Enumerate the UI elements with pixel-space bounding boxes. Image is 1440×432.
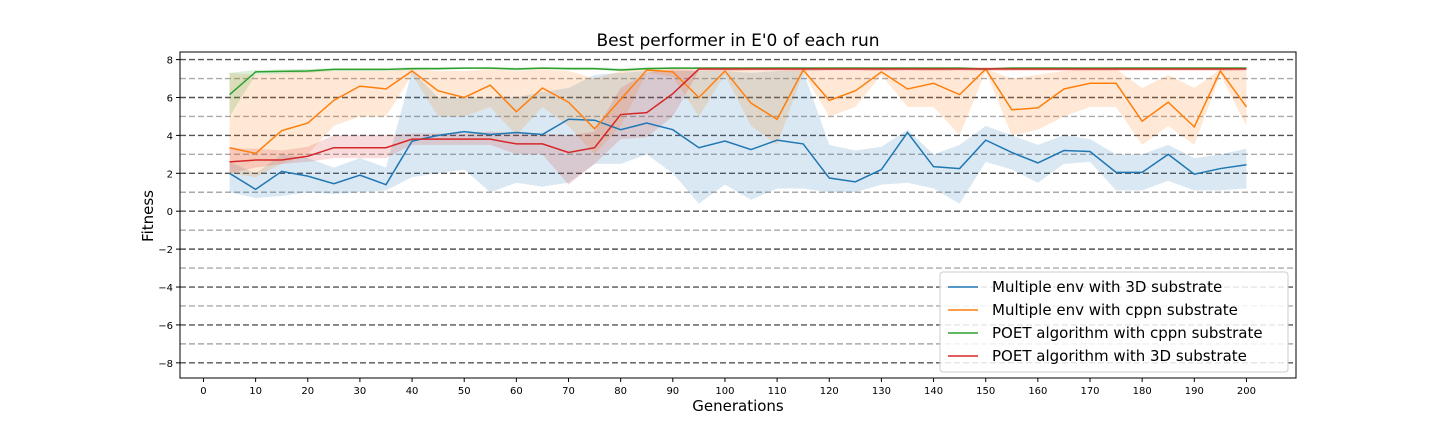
y-tick-label: −6 [158,321,173,332]
grid [180,58,1296,364]
x-tick-label: 50 [458,386,471,397]
x-tick-label: 0 [200,386,206,397]
x-tick-label: 130 [872,386,891,397]
x-axis: 0 10 20 30 40 50 60 70 80 90 100 110 120 130 140 150 160… [200,378,1256,397]
legend-label-4: POET algorithm with 3D substrate [992,347,1247,365]
legend-box [939,271,1289,373]
band-series-1 [229,70,1247,204]
x-tick-label: 20 [301,386,314,397]
x-tick-label: 40 [406,386,419,397]
x-tick-label: 80 [614,386,627,397]
x-axis-label: Generations [692,397,784,415]
x-tick-label: 60 [510,386,523,397]
legend: Multiple env with 3D substrate Multiple e… [939,271,1289,373]
y-axis: −8 −6 −4 −2 0 2 4 6 8 [158,56,180,370]
y-tick-label: −8 [158,359,173,370]
y-tick-label: −4 [158,283,173,294]
y-tick-label: 0 [167,207,173,218]
x-tick-label: 100 [715,386,734,397]
x-tick-label: 70 [562,386,575,397]
x-tick-label: 10 [249,386,262,397]
x-tick-label: 120 [820,386,839,397]
y-axis-label: Fitness [139,190,157,242]
legend-label-2: Multiple env with cppn substrate [992,301,1238,319]
x-tick-label: 30 [354,386,367,397]
x-tick-label: 190 [1185,386,1204,397]
x-tick-label: 180 [1133,386,1152,397]
y-tick-label: 6 [167,93,173,104]
x-tick-label: 150 [976,386,995,397]
legend-label-1: Multiple env with 3D substrate [992,278,1222,296]
band-series-2 [229,69,1247,178]
x-tick-label: 200 [1237,386,1256,397]
confidence-bands [229,67,1247,204]
x-tick-label: 90 [666,386,679,397]
line-series-4 [229,68,1247,163]
x-tick-label: 160 [1028,386,1047,397]
y-tick-label: 2 [167,169,173,180]
x-tick-label: 170 [1080,386,1099,397]
x-tick-label: 110 [768,386,787,397]
y-tick-label: 4 [167,131,173,142]
line-series-1 [229,118,1247,191]
y-tick-label: −2 [158,245,173,256]
series-lines [229,67,1248,191]
chart-title: Best performer in E'0 of each run [596,31,879,51]
y-tick-label: 8 [167,56,173,67]
legend-label-3: POET algorithm with cppn substrate [992,324,1263,342]
line-series-2 [229,67,1248,155]
plot-frame [179,51,1297,379]
x-tick-label: 140 [924,386,943,397]
line-series-3 [229,67,1247,96]
